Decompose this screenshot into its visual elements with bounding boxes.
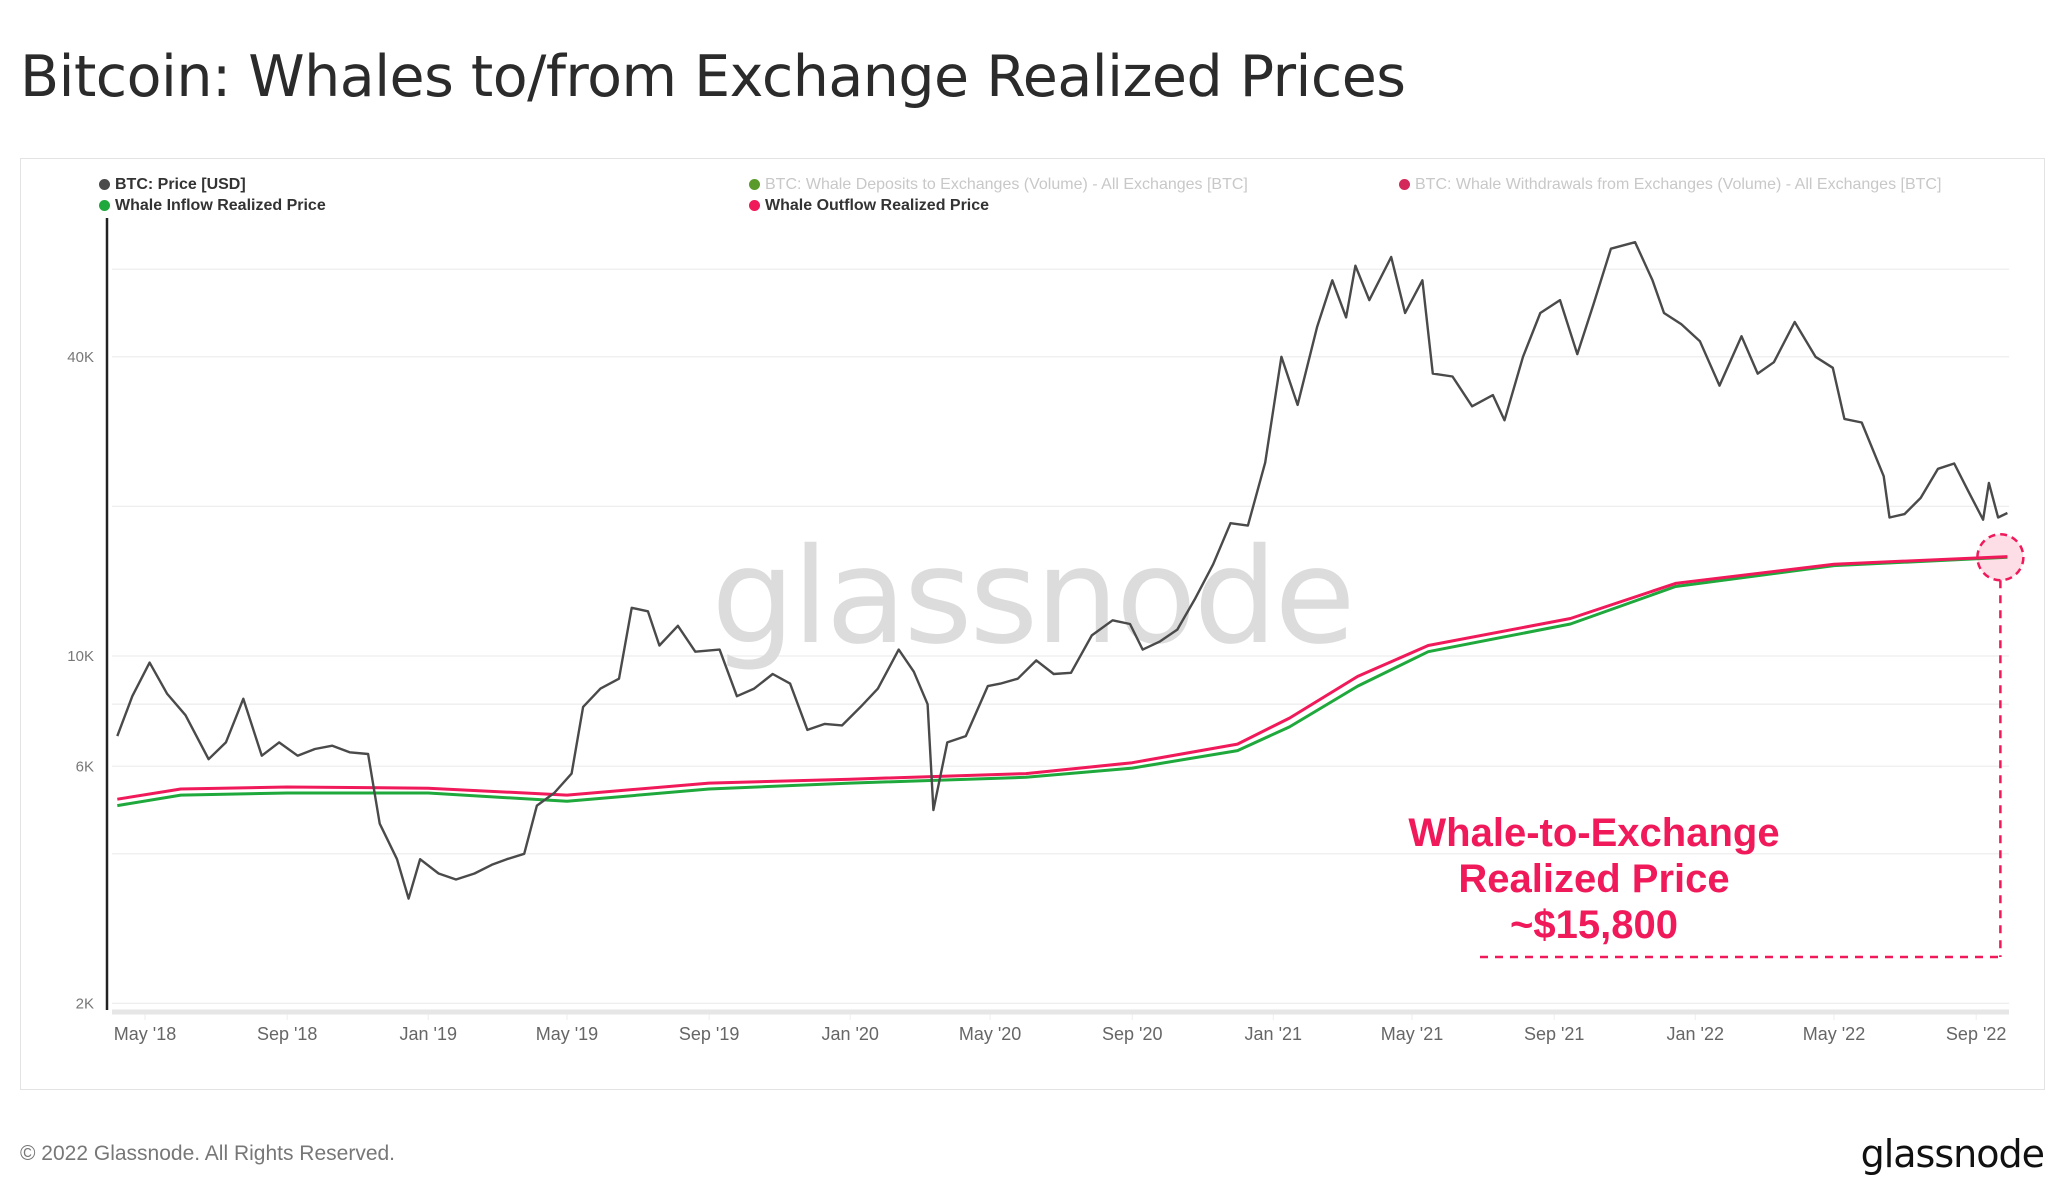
x-tick-label: Sep '21 (1524, 1024, 1585, 1044)
x-tick-label: Sep '18 (257, 1024, 318, 1044)
chart-container (20, 158, 2045, 1090)
x-tick-label: May '20 (959, 1024, 1021, 1044)
legend-label: BTC: Whale Withdrawals from Exchanges (V… (1415, 176, 1942, 193)
chart-title: Bitcoin: Whales to/from Exchange Realize… (20, 44, 1406, 110)
x-tick-label: May '22 (1803, 1024, 1865, 1044)
x-tick-label: Jan '20 (821, 1024, 878, 1044)
glassnode-logo: glassnode (1860, 1132, 2045, 1176)
legend-item-whale-outflow[interactable]: Whale Outflow Realized Price (749, 197, 989, 215)
y-tick-label: 2K (76, 995, 94, 1012)
y-tick-label: 40K (67, 349, 94, 366)
legend-label: BTC: Price [USD] (115, 176, 246, 193)
x-tick-label: Sep '19 (679, 1024, 740, 1044)
annotation-text-line: ~$15,800 (1510, 903, 1678, 947)
legend-label: BTC: Whale Deposits to Exchanges (Volume… (765, 176, 1248, 193)
x-tick-label: May '21 (1381, 1024, 1443, 1044)
x-tick-label: Jan '19 (399, 1024, 456, 1044)
y-tick-label: 10K (67, 648, 94, 665)
annotation-text-line: Whale-to-Exchange (1408, 811, 1779, 855)
footer-copyright: © 2022 Glassnode. All Rights Reserved. (20, 1142, 396, 1165)
x-tick-label: Jan '21 (1245, 1024, 1302, 1044)
annotation-text-line: Realized Price (1458, 857, 1729, 901)
annotation-circle (1976, 533, 2025, 582)
x-tick-label: May '18 (114, 1024, 176, 1044)
legend-dot-icon (99, 179, 110, 190)
y-tick-label: 6K (76, 758, 94, 775)
series-line-btc-price-usd- (116, 240, 2008, 900)
series-line-whale-inflow-realized-price (117, 555, 2008, 808)
x-tick-label: May '19 (536, 1024, 598, 1044)
series-line-whale-outflow-realized-price (117, 555, 2008, 801)
legend-item-whale-withdrawals[interactable]: BTC: Whale Withdrawals from Exchanges (V… (1399, 176, 1941, 194)
legend-item-btc-price[interactable]: BTC: Price [USD] (99, 176, 246, 194)
legend-dot-icon (1399, 179, 1410, 190)
watermark: glassnode (711, 520, 1352, 674)
legend-label: Whale Inflow Realized Price (115, 197, 326, 214)
legend-label: Whale Outflow Realized Price (765, 197, 990, 214)
x-tick-label: Jan '22 (1667, 1024, 1724, 1044)
legend-item-whale-inflow[interactable]: Whale Inflow Realized Price (99, 197, 326, 215)
legend-dot-icon (749, 179, 760, 190)
legend-dot-icon (749, 200, 760, 211)
x-tick-label: Sep '20 (1102, 1024, 1163, 1044)
x-tick-label: Sep '22 (1946, 1024, 2007, 1044)
legend-dot-icon (99, 200, 110, 211)
legend-item-whale-deposits[interactable]: BTC: Whale Deposits to Exchanges (Volume… (749, 176, 1248, 194)
